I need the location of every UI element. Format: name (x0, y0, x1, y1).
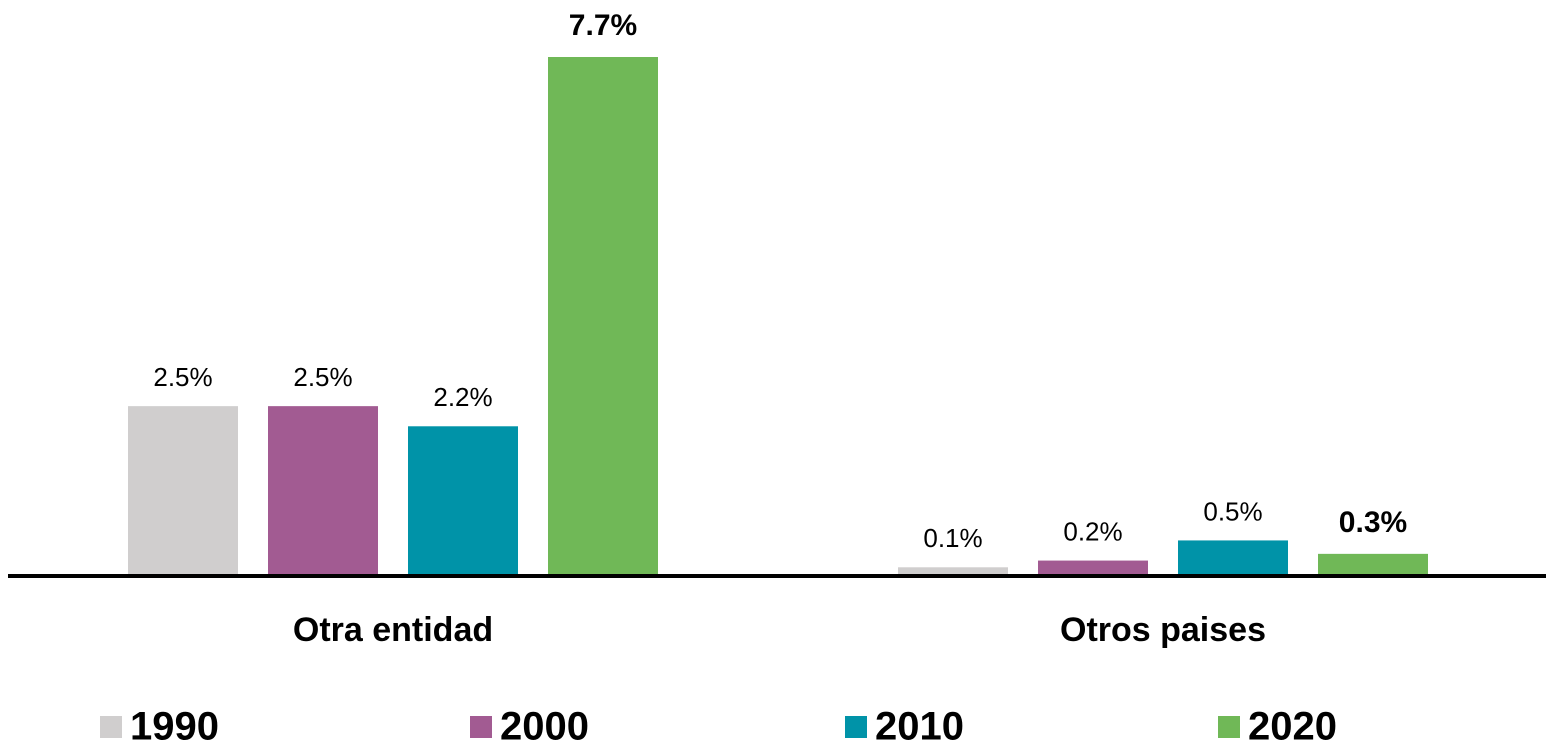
bar (1038, 560, 1148, 574)
value-label: 0.1% (923, 523, 982, 553)
bar (898, 567, 1008, 574)
legend-swatch (100, 716, 122, 738)
value-label: 0.2% (1063, 516, 1122, 546)
category-label: Otra entidad (293, 611, 493, 649)
legend-label: 2020 (1248, 705, 1337, 749)
value-label: 2.5% (293, 362, 352, 392)
value-label: 0.5% (1203, 496, 1262, 526)
legend-swatch (845, 716, 867, 738)
value-label: 2.2% (433, 382, 492, 412)
legend-swatch (470, 716, 492, 738)
legend-label: 2010 (875, 705, 964, 749)
legend-swatch (1218, 716, 1240, 738)
value-label: 7.7% (569, 9, 637, 42)
legend-label: 2000 (500, 705, 589, 749)
bar (548, 57, 658, 574)
bar (408, 426, 518, 574)
bar (268, 406, 378, 574)
bar (128, 406, 238, 574)
value-label: 0.3% (1339, 506, 1407, 539)
legend-label: 1990 (130, 705, 219, 749)
category-label: Otros paises (1060, 611, 1266, 649)
value-label: 2.5% (153, 362, 212, 392)
bar (1178, 540, 1288, 574)
bar (1318, 553, 1428, 574)
